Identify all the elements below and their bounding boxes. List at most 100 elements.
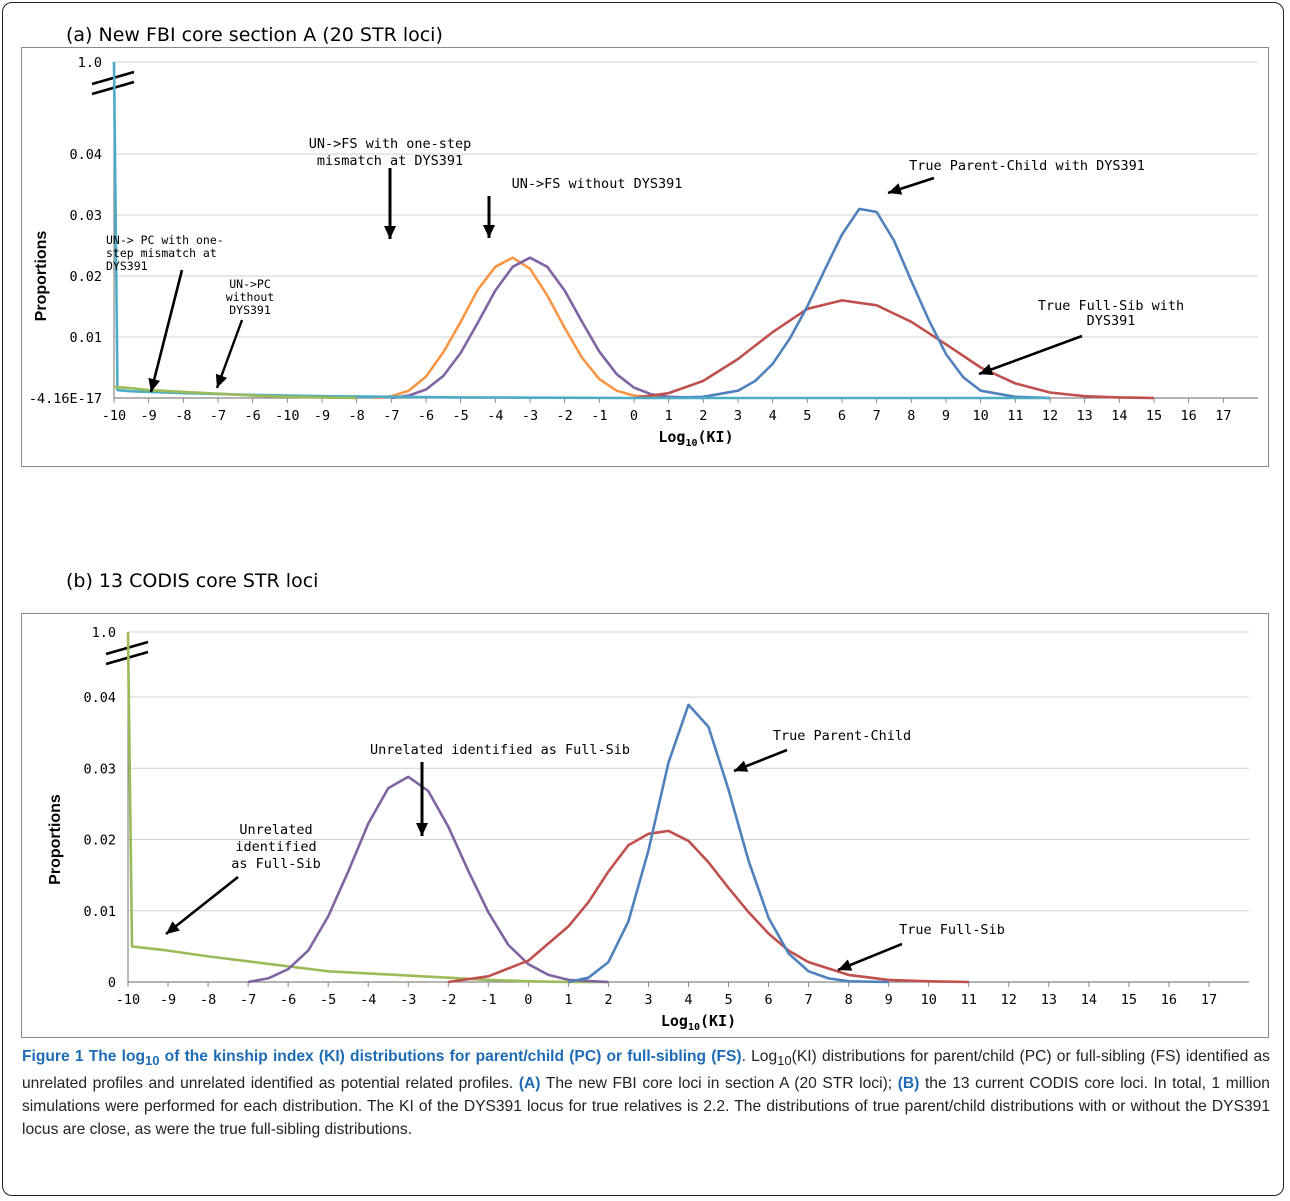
series-green-line: [126, 631, 609, 984]
series-purple-line: [391, 256, 704, 400]
caption-title: Figure 1 The log10 of the kinship index …: [22, 1048, 742, 1068]
y-tick-label: 0.02: [83, 833, 116, 849]
series-purple-line: [247, 775, 609, 984]
x-tick-label: 14: [1081, 992, 1097, 1008]
y-tick-label: 0.01: [83, 904, 116, 920]
annot-un-fs-without-line: UN->FS without DYS391: [512, 176, 683, 192]
x-tick-label: 13: [1041, 992, 1057, 1008]
y-tick-label: -4.16E-17: [29, 391, 102, 407]
x-tick-label: -10: [102, 408, 126, 424]
x-tick-label: -9: [141, 408, 157, 424]
annot-un-fs-peak-line: Unrelated identified as Full-Sib: [370, 742, 630, 758]
x-tick-label: 14: [1111, 408, 1127, 424]
y-tick-label: 0.04: [69, 147, 102, 163]
x-tick-label: -10: [116, 992, 140, 1008]
series-blue-line: [668, 207, 1051, 400]
x-tick-label: -9: [314, 408, 330, 424]
x-tick-label: 11: [1007, 408, 1023, 424]
annot-true-fs-b-line: True Full-Sib: [899, 922, 1005, 938]
arrow-true-pc-head: [888, 183, 903, 195]
x-tick-label: 8: [907, 408, 915, 424]
arrow-true-fs-head: [979, 363, 994, 376]
x-tick-label: 1: [665, 408, 673, 424]
y-tick-label: 0.03: [83, 761, 116, 777]
arrow-un-fs-peak-head: [416, 823, 428, 836]
x-axis-label-tail: (KI): [700, 1012, 736, 1030]
series-red-line: [633, 299, 1155, 400]
x-tick-label: 17: [1201, 992, 1217, 1008]
y-axis-label: Proportions: [47, 794, 64, 885]
caption-p1: . Log: [741, 1048, 778, 1065]
y-tick-label-top: 1.0: [78, 55, 102, 71]
panel-b-box: 0 0.01 0.02 0.03 0.04 1.0 -10 -9 -8 -7 -6 -5 -4 -3 -2-…: [21, 613, 1269, 1038]
x-tick-label: -2: [557, 408, 573, 424]
x-tick-label: 12: [1042, 408, 1058, 424]
x-tick-label: -8: [175, 408, 191, 424]
x-tick-label: -3: [400, 992, 416, 1008]
caption-p1-sub: 10: [777, 1053, 792, 1069]
x-tick-label: -5: [453, 408, 469, 424]
x-tick-label: 16: [1161, 992, 1177, 1008]
x-tick-label: -6: [280, 992, 296, 1008]
annot-true-pc-line: True Parent-Child with DYS391: [909, 158, 1145, 174]
x-tick-label: 15: [1146, 408, 1162, 424]
x-tick-label: -7: [240, 992, 256, 1008]
x-tick-label: 6: [838, 408, 846, 424]
x-tick-label: -1: [480, 992, 496, 1008]
x-tick-label: 0: [630, 408, 638, 424]
x-tick-label: -4: [360, 992, 376, 1008]
annot-un-fs-low-line: identified: [235, 839, 316, 855]
arrow-true-fs-shaft: [978, 334, 1083, 376]
caption-title-b: of the kinship index (KI) distributions …: [159, 1048, 742, 1065]
panel-a-heading: (a) New FBI core section A (20 STR loci): [66, 24, 443, 46]
arrow-un-fs-without-head: [483, 225, 495, 238]
annot-true-fs-line: DYS391: [1087, 313, 1136, 329]
caption-p2: The new FBI core loci in section A (20 S…: [540, 1075, 898, 1093]
x-tick-label: 7: [873, 408, 881, 424]
x-tick-label: 7: [805, 992, 813, 1008]
x-tick-label: -6: [245, 408, 261, 424]
y-tick-label: 0.01: [69, 330, 102, 346]
annot-true-pc-b-line: True Parent-Child: [773, 728, 911, 744]
x-tick-label: 0: [524, 992, 532, 1008]
x-tick-label: 3: [734, 408, 742, 424]
arrow-un-fs-mismatch-head: [384, 226, 396, 239]
x-axis-label-main: Log: [661, 1012, 688, 1030]
x-tick-label: -8: [200, 992, 216, 1008]
annot-un-fs-low-line: as Full-Sib: [231, 856, 320, 872]
series-red-line: [448, 829, 969, 984]
y-tick-label: 0.03: [69, 208, 102, 224]
axis-break-mark: [105, 650, 149, 666]
caption-ref-b: (B): [897, 1075, 920, 1093]
annot-un-pc-mismatch-line: UN-> PC with one-: [106, 233, 224, 247]
x-tick-label: 9: [885, 992, 893, 1008]
x-tick-label: 17: [1215, 408, 1231, 424]
x-axis-label-main: Log: [658, 428, 685, 446]
x-tick-label: 15: [1121, 992, 1137, 1008]
arrow-true-fs-b-head: [838, 959, 853, 971]
arrow-un-fs-low-shaft: [165, 875, 239, 936]
x-tick-label: 5: [724, 992, 732, 1008]
panel-b-heading: (b) 13 CODIS core STR loci: [66, 570, 319, 592]
series-green-line: [113, 385, 357, 400]
annot-un-fs-mismatch-line: mismatch at DYS391: [317, 153, 463, 169]
y-tick-label: 0: [108, 975, 116, 991]
annot-un-pc-without-line: UN->PC: [229, 277, 271, 291]
figure-caption: Figure 1 The log10 of the kinship index …: [22, 1045, 1270, 1141]
x-tick-label: 4: [769, 408, 777, 424]
x-tick-label: 16: [1181, 408, 1197, 424]
x-tick-label: 12: [1001, 992, 1017, 1008]
x-tick-label: -9: [160, 992, 176, 1008]
x-tick-label: 2: [604, 992, 612, 1008]
x-tick-label: 6: [765, 992, 773, 1008]
annot-un-fs-low-line: Unrelated: [239, 822, 312, 838]
x-tick-label: -5: [320, 992, 336, 1008]
x-tick-label: 11: [961, 992, 977, 1008]
caption-p1-rest: (KI) distributions for parent/child (PC)…: [22, 1048, 1270, 1093]
x-tick-label: 10: [973, 408, 989, 424]
x-tick-label: 5: [803, 408, 811, 424]
x-axis-label-tail: (KI): [698, 428, 734, 446]
panel-b-chart: 00.010.020.030.041.0-10 -9 -8 -7 -6 -5 -4 -3 -2-…: [47, 625, 1249, 1033]
x-tick-label: 1: [564, 992, 572, 1008]
